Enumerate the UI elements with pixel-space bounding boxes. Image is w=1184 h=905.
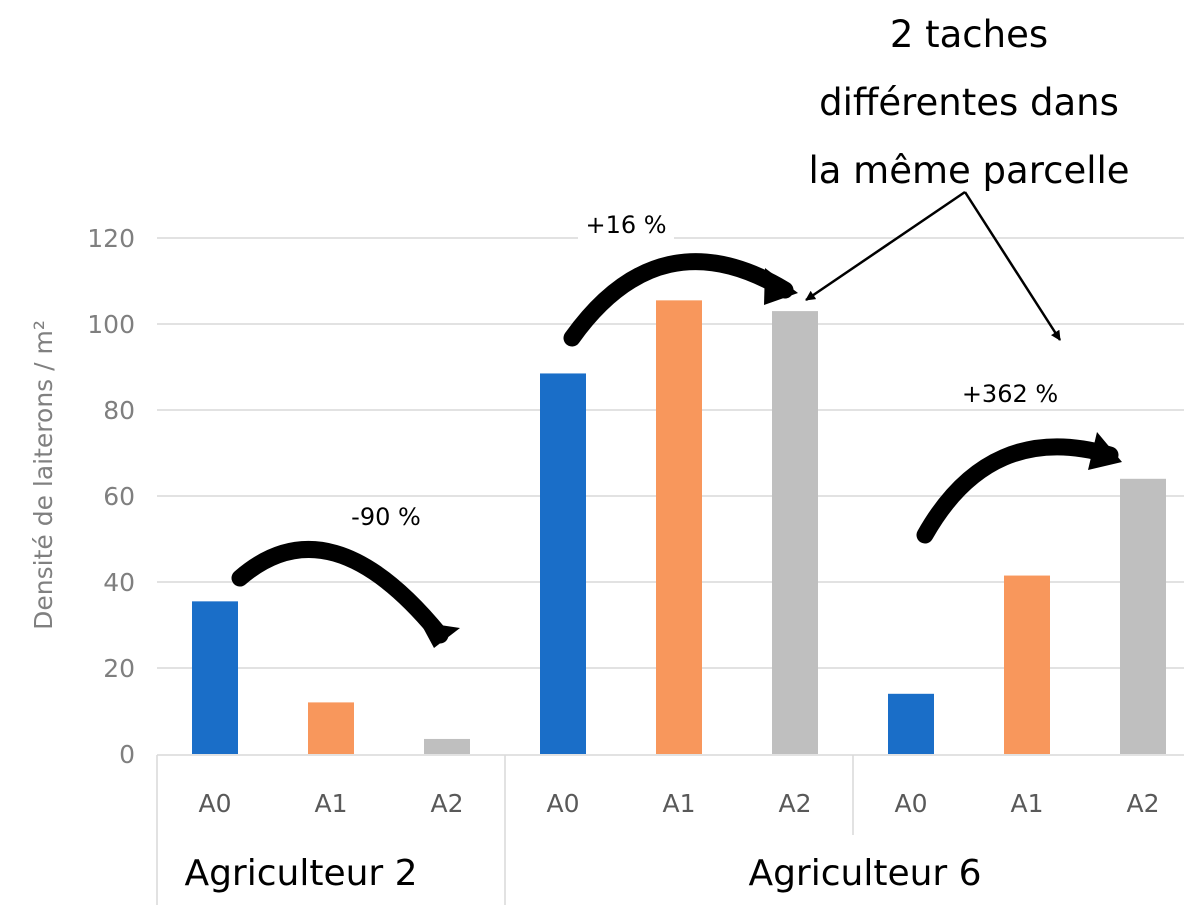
y-tick-label: 120: [87, 224, 135, 253]
note-line-3: la même parcelle: [808, 149, 1129, 192]
arrowhead-icon: [764, 268, 798, 305]
category-label: A1: [1010, 789, 1043, 818]
bar-a1: [308, 702, 354, 754]
arrowhead-icon: [420, 622, 460, 648]
y-axis-ticks: 0 20 40 60 80 100 120: [87, 224, 135, 769]
change-arrows: [231, 253, 1122, 648]
bar-a0: [540, 373, 586, 754]
change-label-agri2: -90 %: [351, 503, 421, 531]
y-tick-label: 100: [87, 310, 135, 339]
note-line-1: 2 taches: [890, 13, 1048, 56]
pct-label-bg: [346, 500, 430, 532]
y-axis-label: Densité de laiterons / m²: [29, 320, 58, 630]
category-axis-frame: [156, 754, 1184, 905]
pct-label-bg: [946, 377, 1072, 409]
note-pointers: [805, 190, 1062, 341]
pointer-arrow-icon: [805, 190, 966, 302]
category-labels: A0 A1 A2 A0 A1 A2 A0 A1 A2: [198, 789, 1159, 818]
category-label: A0: [198, 789, 231, 818]
curved-arrow-icon: [231, 540, 449, 644]
bar-a2: [424, 738, 470, 754]
category-label: A1: [314, 789, 347, 818]
bar-a1: [1004, 575, 1050, 754]
group-label-agriculteur-6: Agriculteur 6: [748, 853, 981, 894]
bar-a0: [888, 693, 934, 754]
bar-a1: [656, 300, 702, 754]
y-tick-label: 20: [103, 654, 135, 683]
change-label-agri6-first: +16 %: [585, 211, 666, 239]
group-label-agriculteur-2: Agriculteur 2: [184, 853, 417, 894]
y-tick-label: 60: [103, 482, 135, 511]
pointer-arrow-icon: [963, 191, 1062, 341]
change-label-agri6-second: +362 %: [962, 380, 1058, 408]
category-label: A1: [662, 789, 695, 818]
y-tick-label: 40: [103, 568, 135, 597]
curved-arrow-icon: [563, 253, 794, 347]
category-label: A0: [894, 789, 927, 818]
note-line-2: différentes dans: [819, 81, 1119, 124]
category-label: A2: [430, 789, 463, 818]
arrowhead-icon: [1088, 432, 1122, 470]
category-label: A0: [546, 789, 579, 818]
curved-arrow-icon: [916, 438, 1119, 544]
bars: [192, 300, 1166, 754]
y-tick-label: 0: [119, 740, 135, 769]
category-label: A2: [778, 789, 811, 818]
category-label: A2: [1126, 789, 1159, 818]
bar-a2: [772, 311, 818, 754]
bar-a2: [1120, 478, 1166, 754]
y-tick-label: 80: [103, 396, 135, 425]
bar-a0: [192, 601, 238, 754]
pct-label-bg: [578, 208, 674, 240]
